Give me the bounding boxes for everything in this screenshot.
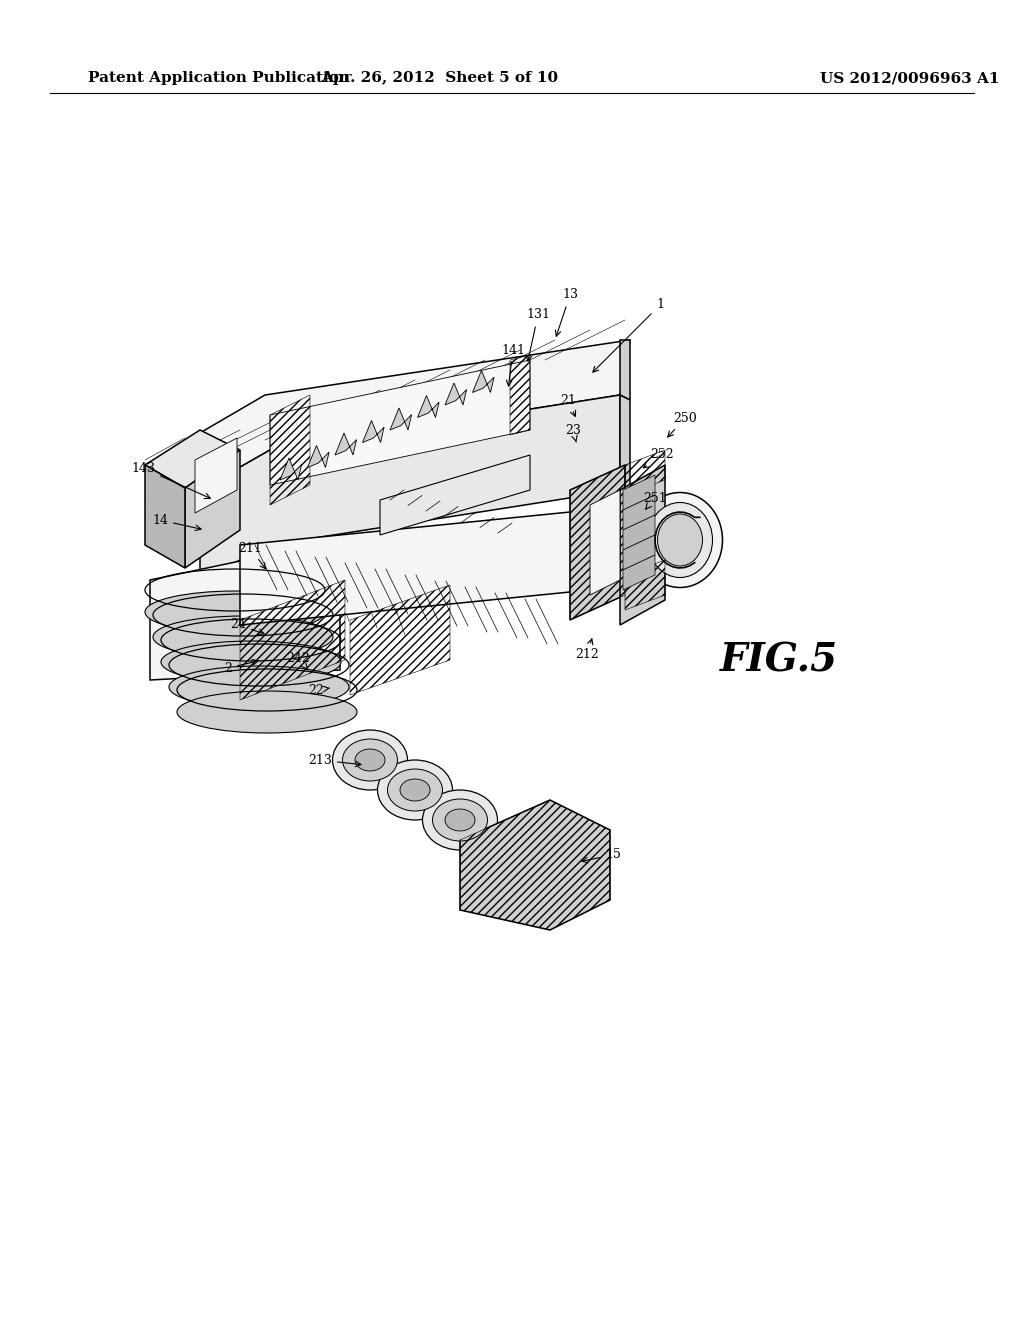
Polygon shape bbox=[185, 450, 240, 568]
Polygon shape bbox=[620, 465, 665, 624]
Ellipse shape bbox=[177, 690, 357, 733]
Text: 213: 213 bbox=[308, 754, 361, 767]
Text: 143: 143 bbox=[131, 462, 210, 499]
Text: Patent Application Publication: Patent Application Publication bbox=[88, 71, 350, 84]
Text: 131: 131 bbox=[526, 309, 550, 362]
Ellipse shape bbox=[657, 513, 702, 566]
Ellipse shape bbox=[647, 503, 713, 578]
Polygon shape bbox=[620, 341, 630, 400]
Polygon shape bbox=[460, 800, 610, 931]
Text: US 2012/0096963 A1: US 2012/0096963 A1 bbox=[820, 71, 999, 84]
Ellipse shape bbox=[342, 739, 397, 781]
Ellipse shape bbox=[145, 591, 325, 634]
Polygon shape bbox=[335, 433, 356, 455]
Text: 141: 141 bbox=[501, 343, 525, 385]
Polygon shape bbox=[445, 383, 467, 405]
Polygon shape bbox=[195, 438, 237, 513]
Ellipse shape bbox=[387, 770, 442, 810]
Polygon shape bbox=[623, 535, 655, 570]
Text: 211: 211 bbox=[238, 541, 265, 569]
Ellipse shape bbox=[445, 809, 475, 832]
Ellipse shape bbox=[638, 492, 723, 587]
Ellipse shape bbox=[153, 616, 333, 657]
Ellipse shape bbox=[161, 642, 341, 682]
Polygon shape bbox=[472, 371, 495, 392]
Polygon shape bbox=[200, 395, 620, 579]
Ellipse shape bbox=[169, 667, 349, 708]
Polygon shape bbox=[620, 395, 630, 490]
Polygon shape bbox=[390, 408, 412, 430]
Polygon shape bbox=[590, 490, 620, 595]
Ellipse shape bbox=[423, 789, 498, 850]
Ellipse shape bbox=[333, 730, 408, 789]
Ellipse shape bbox=[355, 748, 385, 771]
Text: 212: 212 bbox=[575, 639, 599, 661]
Text: Apr. 26, 2012  Sheet 5 of 10: Apr. 26, 2012 Sheet 5 of 10 bbox=[322, 71, 558, 84]
Polygon shape bbox=[307, 446, 329, 467]
Polygon shape bbox=[280, 458, 302, 480]
Text: 251: 251 bbox=[643, 491, 667, 510]
Polygon shape bbox=[623, 475, 655, 510]
Polygon shape bbox=[623, 495, 655, 531]
Polygon shape bbox=[145, 430, 240, 488]
Text: 22: 22 bbox=[308, 684, 330, 697]
Text: 24: 24 bbox=[230, 619, 264, 635]
Text: 15: 15 bbox=[582, 849, 621, 863]
Text: 252: 252 bbox=[643, 449, 674, 467]
Text: 1: 1 bbox=[593, 298, 664, 372]
Ellipse shape bbox=[378, 760, 453, 820]
Text: FIG.5: FIG.5 bbox=[720, 642, 838, 678]
Polygon shape bbox=[240, 510, 590, 624]
Polygon shape bbox=[150, 540, 340, 680]
Text: 14: 14 bbox=[152, 513, 201, 531]
Ellipse shape bbox=[400, 779, 430, 801]
Polygon shape bbox=[145, 465, 185, 568]
Text: 2: 2 bbox=[224, 660, 258, 675]
Text: 242: 242 bbox=[286, 652, 310, 669]
Polygon shape bbox=[570, 465, 625, 620]
Polygon shape bbox=[270, 360, 530, 484]
Text: 21: 21 bbox=[560, 393, 575, 416]
Polygon shape bbox=[362, 421, 384, 442]
Polygon shape bbox=[418, 396, 439, 417]
Text: 250: 250 bbox=[668, 412, 697, 437]
Polygon shape bbox=[380, 455, 530, 535]
Polygon shape bbox=[145, 341, 630, 490]
Text: 23: 23 bbox=[565, 424, 581, 442]
Ellipse shape bbox=[432, 799, 487, 841]
Polygon shape bbox=[623, 554, 655, 590]
Text: 13: 13 bbox=[555, 289, 578, 337]
Polygon shape bbox=[623, 515, 655, 550]
